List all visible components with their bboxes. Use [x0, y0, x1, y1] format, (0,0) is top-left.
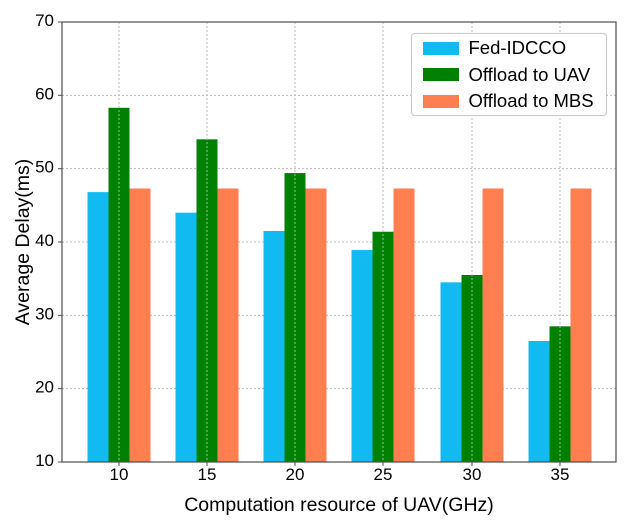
svg-text:50: 50: [35, 158, 54, 177]
svg-text:25: 25: [374, 465, 393, 484]
svg-text:40: 40: [35, 231, 54, 250]
svg-text:10: 10: [110, 465, 129, 484]
svg-text:20: 20: [286, 465, 305, 484]
svg-text:70: 70: [35, 11, 54, 30]
svg-text:10: 10: [35, 451, 54, 470]
svg-text:20: 20: [35, 378, 54, 397]
svg-text:30: 30: [35, 304, 54, 323]
svg-text:60: 60: [35, 84, 54, 103]
svg-text:35: 35: [551, 465, 570, 484]
svg-text:15: 15: [198, 465, 217, 484]
svg-text:30: 30: [463, 465, 482, 484]
